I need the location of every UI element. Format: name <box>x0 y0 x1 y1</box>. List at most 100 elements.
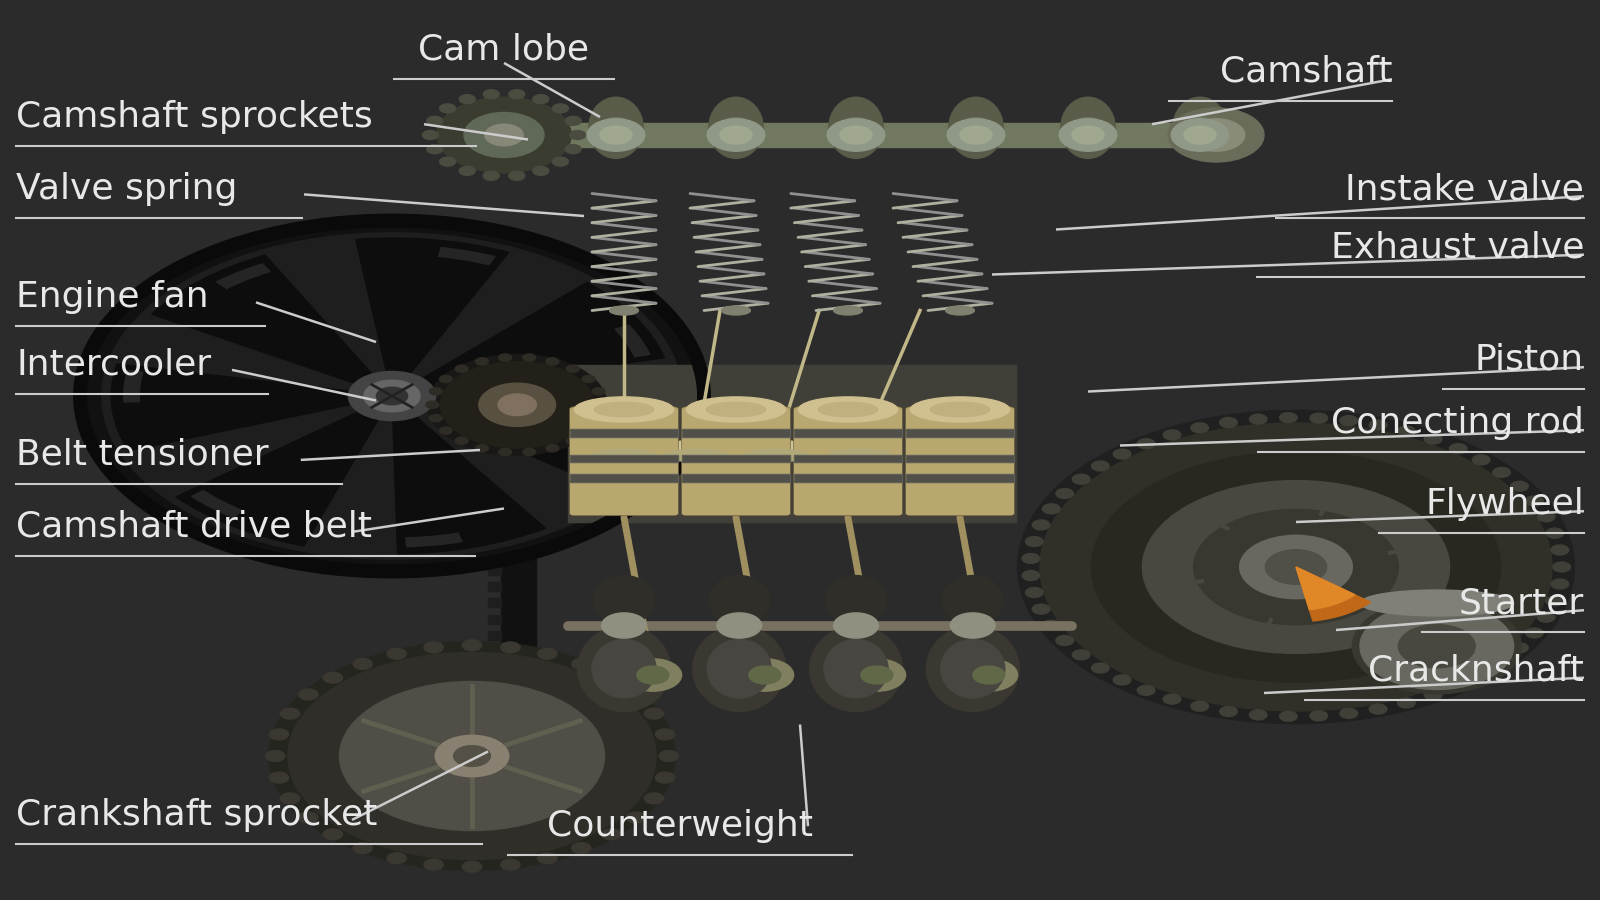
Circle shape <box>462 640 482 651</box>
Circle shape <box>1550 545 1568 555</box>
Circle shape <box>960 659 1018 691</box>
Circle shape <box>546 358 558 365</box>
Text: Crankshaft sprocket: Crankshaft sprocket <box>16 797 378 832</box>
Bar <box>794 474 902 482</box>
Bar <box>501 551 536 665</box>
Circle shape <box>1219 418 1237 428</box>
Circle shape <box>1142 481 1450 653</box>
Circle shape <box>269 642 675 870</box>
Ellipse shape <box>949 97 1003 158</box>
Circle shape <box>1043 504 1061 514</box>
Bar <box>570 474 678 482</box>
Bar <box>488 566 501 575</box>
Circle shape <box>363 380 421 412</box>
Bar <box>904 364 1016 522</box>
Text: Valve spring: Valve spring <box>16 172 237 206</box>
Text: Cam lobe: Cam lobe <box>419 32 589 67</box>
Bar <box>792 364 904 522</box>
Circle shape <box>426 401 438 409</box>
Bar <box>682 474 790 482</box>
Ellipse shape <box>610 306 638 315</box>
Circle shape <box>1190 423 1208 433</box>
Circle shape <box>1091 663 1109 673</box>
Ellipse shape <box>829 97 883 158</box>
Circle shape <box>570 130 586 140</box>
Circle shape <box>1250 710 1267 720</box>
Circle shape <box>861 666 893 684</box>
Circle shape <box>1339 416 1357 426</box>
Ellipse shape <box>798 397 898 422</box>
Circle shape <box>1114 675 1131 685</box>
Circle shape <box>323 672 342 683</box>
Circle shape <box>280 793 299 804</box>
Circle shape <box>595 401 608 409</box>
Text: Starter: Starter <box>1459 586 1584 620</box>
Circle shape <box>1266 550 1326 584</box>
Circle shape <box>499 354 512 361</box>
Text: Belt tensioner: Belt tensioner <box>16 437 269 472</box>
Circle shape <box>1493 467 1510 477</box>
Circle shape <box>429 388 442 395</box>
Bar <box>568 364 680 522</box>
Circle shape <box>440 362 594 448</box>
Circle shape <box>1546 596 1563 606</box>
Circle shape <box>424 860 443 870</box>
Circle shape <box>427 355 606 455</box>
Circle shape <box>1032 520 1050 530</box>
Wedge shape <box>406 533 462 546</box>
Ellipse shape <box>597 118 635 145</box>
Circle shape <box>582 375 595 382</box>
Ellipse shape <box>686 397 786 422</box>
Circle shape <box>1163 430 1181 440</box>
Circle shape <box>498 394 536 416</box>
Circle shape <box>834 613 878 638</box>
Bar <box>680 364 792 522</box>
Ellipse shape <box>592 639 656 698</box>
Circle shape <box>1168 108 1264 162</box>
Circle shape <box>659 751 678 761</box>
Ellipse shape <box>946 306 974 315</box>
Circle shape <box>565 145 581 154</box>
Circle shape <box>566 365 579 373</box>
Circle shape <box>1059 119 1117 151</box>
Ellipse shape <box>707 639 771 698</box>
Circle shape <box>459 166 475 176</box>
Circle shape <box>1026 588 1043 598</box>
Circle shape <box>645 793 664 804</box>
Circle shape <box>485 124 523 146</box>
Circle shape <box>602 672 621 683</box>
Circle shape <box>656 772 675 783</box>
Circle shape <box>440 427 453 434</box>
Circle shape <box>1072 474 1090 484</box>
Circle shape <box>960 126 992 144</box>
Circle shape <box>1091 452 1501 682</box>
Ellipse shape <box>594 576 654 625</box>
Circle shape <box>645 708 664 719</box>
Circle shape <box>1280 413 1298 423</box>
Text: Exhaust valve: Exhaust valve <box>1331 230 1584 265</box>
Circle shape <box>1510 643 1528 652</box>
Circle shape <box>1525 496 1542 506</box>
Bar <box>794 454 902 462</box>
Circle shape <box>587 119 645 151</box>
Circle shape <box>1370 704 1387 714</box>
Circle shape <box>1138 686 1155 696</box>
Ellipse shape <box>709 97 763 158</box>
Circle shape <box>427 116 443 125</box>
Bar <box>906 454 1014 462</box>
Circle shape <box>424 642 443 652</box>
Wedge shape <box>418 283 664 391</box>
Wedge shape <box>422 398 672 492</box>
Circle shape <box>266 751 285 761</box>
FancyBboxPatch shape <box>682 407 790 516</box>
Ellipse shape <box>589 97 643 158</box>
Bar <box>570 429 678 436</box>
Wedge shape <box>598 453 638 483</box>
Circle shape <box>1310 711 1328 721</box>
Bar <box>682 454 790 462</box>
Bar <box>570 474 678 482</box>
Circle shape <box>1352 598 1522 694</box>
Ellipse shape <box>742 440 810 460</box>
Bar <box>794 474 902 482</box>
FancyBboxPatch shape <box>794 407 902 516</box>
